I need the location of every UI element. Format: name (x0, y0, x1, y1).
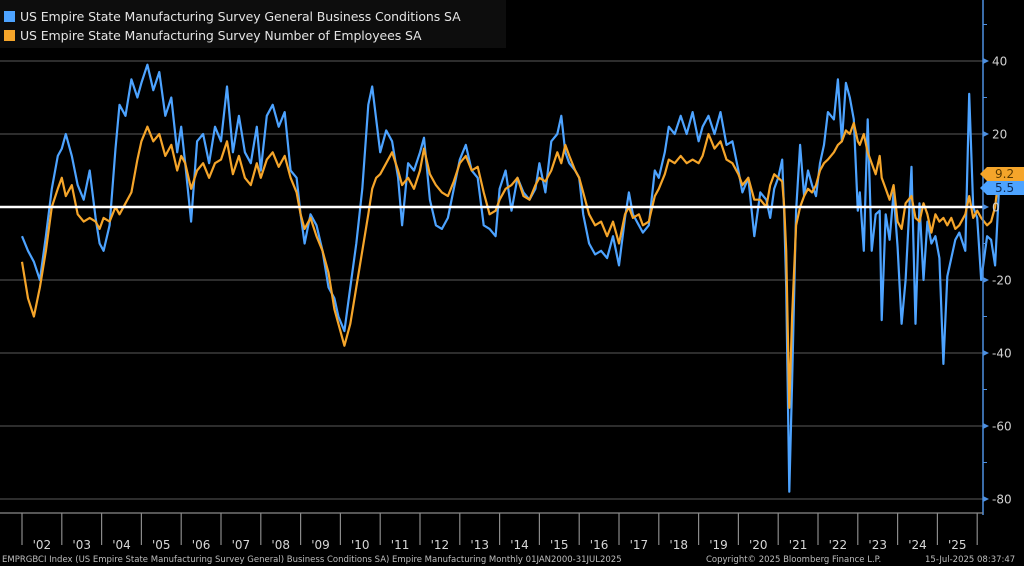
x-tick-label: '04 (112, 538, 131, 552)
y-axis: 40 20 0 -20 -40 -60 -80 (982, 0, 1012, 515)
y-tick-marker (983, 204, 989, 210)
x-tick-label: '02 (33, 538, 52, 552)
x-tick-label: '19 (709, 538, 728, 552)
y-tick-label: -20 (992, 274, 1012, 288)
x-tick-label: '06 (192, 538, 211, 552)
x-tick-label: '21 (789, 538, 808, 552)
legend-swatch-general (4, 10, 15, 22)
x-tick-label: '22 (829, 538, 848, 552)
y-tick-label: 0 (992, 201, 1000, 215)
x-tick-label: '17 (630, 538, 649, 552)
y-tick-marker (983, 496, 989, 502)
x-tick-label: '14 (510, 538, 529, 552)
x-tick-label: '09 (311, 538, 330, 552)
y-tick-label: -80 (992, 493, 1012, 507)
legend-label-employees: US Empire State Manufacturing Survey Num… (20, 27, 422, 43)
x-tick-label: '18 (669, 538, 688, 552)
legend: US Empire State Manufacturing Survey Gen… (0, 0, 506, 48)
series-line-general-business-conditions (20, 63, 1001, 493)
y-tick-label: -60 (992, 420, 1012, 434)
x-tick-label: '25 (948, 538, 967, 552)
x-tick-label: '16 (590, 538, 609, 552)
series-layer (0, 63, 1001, 493)
series-line-number-of-employees (20, 121, 1001, 409)
x-tick-label: '05 (152, 538, 171, 552)
footer-source: EMPRGBCI Index (US Empire State Manufact… (2, 555, 622, 565)
y-tick-marker (983, 58, 989, 64)
x-tick-label: '15 (550, 538, 569, 552)
x-tick-label: '24 (908, 538, 927, 552)
legend-label-general: US Empire State Manufacturing Survey Gen… (20, 8, 461, 24)
last-value-badge-employees: 9.2 (980, 167, 1024, 181)
x-tick-label: '13 (470, 538, 489, 552)
x-tick-label: '10 (351, 538, 370, 552)
legend-item-general: US Empire State Manufacturing Survey Gen… (4, 8, 461, 24)
x-tick-label: '11 (391, 538, 410, 552)
x-tick-label: '20 (749, 538, 768, 552)
y-tick-label: 20 (992, 128, 1007, 142)
x-tick-label: '08 (271, 538, 290, 552)
last-value-badge-general: 5.5 (980, 181, 1024, 195)
y-tick-marker (983, 277, 989, 283)
legend-swatch-employees (4, 29, 15, 41)
x-tick-label: '07 (232, 538, 251, 552)
y-tick-marker (983, 423, 989, 429)
x-tick-label: '12 (431, 538, 450, 552)
legend-item-employees: US Empire State Manufacturing Survey Num… (4, 27, 422, 43)
y-tick-label: 40 (992, 55, 1007, 69)
footer-copyright: Copyright© 2025 Bloomberg Finance L.P. (706, 555, 882, 565)
grid-lines (0, 60, 983, 500)
footer-timestamp: 15-Jul-2025 08:37:47 (925, 555, 1016, 565)
x-tick-label: '03 (72, 538, 91, 552)
y-tick-marker (983, 131, 989, 137)
y-tick-label: -40 (992, 347, 1012, 361)
y-tick-marker (983, 350, 989, 356)
x-axis: '02 '03 '04 '05 '06 '07 '08 '09 '10 '11 '12 '13 '14 '… (0, 512, 983, 552)
x-tick-label: '23 (868, 538, 887, 552)
